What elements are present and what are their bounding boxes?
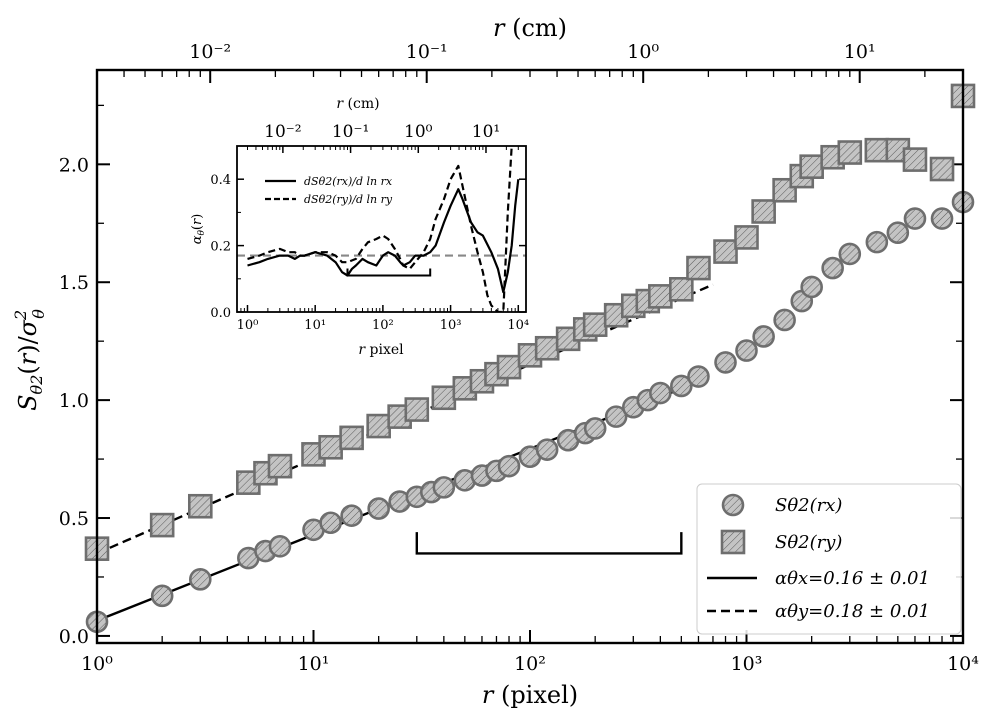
legend-label-fit-x: αθx=0.16 ± 0.01 [775,568,930,589]
inset-background [237,146,526,312]
sx-data-point [802,277,822,297]
sy-data-point [839,142,861,164]
inset-top-tick-label: 10⁰ [404,122,433,142]
legend-circle-marker [723,495,743,515]
sy-data-point [320,436,342,458]
sx-data-point [537,440,557,460]
sx-data-point [932,209,952,229]
sx-data-point [152,586,172,606]
sx-data-point [190,569,210,589]
legend-label-fit-y: αθy=0.18 ± 0.01 [775,601,930,622]
y-axis-label: Sθ2(r)/σ2θ [11,309,48,411]
sy-data-point [368,415,390,437]
inset-legend-label-x: dSθ2(rx)/d ln rx [304,175,393,188]
sy-data-point [670,278,692,300]
inset-y-tick-label: 0.2 [210,240,231,255]
y-tick-label: 1.0 [59,390,89,412]
y-tick-label: 0.0 [59,626,89,648]
inset-top-tick-label: 10⁻¹ [332,122,369,142]
main-fit-lines [97,285,713,621]
inset-y-tick-label: 0.0 [210,306,231,321]
sx-data-point [585,418,605,438]
sy-data-point [736,226,758,248]
sy-data-point [433,387,455,409]
y-tick-label: 2.0 [59,154,89,176]
x-tick-label: 10¹ [298,653,330,675]
sy-data-point [801,156,823,178]
sy-data-point [536,337,558,359]
sx-data-point [342,506,362,526]
inset-x-tick-label: 10⁰ [237,318,259,333]
sy-data-point [584,314,606,336]
sx-data-point [499,456,519,476]
top-x-tick-label: 10⁻² [189,41,231,63]
sy-data-point [406,399,428,421]
main-fit-range-bracket [417,532,682,553]
inset-x-tick-label: 10⁴ [507,318,529,333]
sx-data-point [737,341,757,361]
sy-data-point [687,257,709,279]
sy-data-point [649,285,671,307]
sy-data-point [715,241,737,263]
sx-data-point [840,244,860,264]
y-tick-label: 1.5 [59,272,89,294]
x-tick-label: 10⁰ [81,653,113,675]
sy-data-point [866,139,888,161]
inset-x-axis-label: r pixel [358,342,404,358]
sy-data-point [189,495,211,517]
legend-item-sx: Sθ2(rx) [723,495,842,516]
x-tick-label: 10² [514,653,546,675]
inset-x-tick-label: 10² [372,318,394,333]
sx-data-point [823,258,843,278]
inset-y-axis-label: αθ(r) [190,214,207,245]
sy-data-point [151,514,173,536]
sy-data-point [931,158,953,180]
legend-label-sx: Sθ2(rx) [775,495,842,516]
sx-data-point [688,367,708,387]
top-x-tick-label: 10⁰ [627,41,659,63]
x-tick-label: 10³ [731,653,763,675]
top-x-tick-label: 10⁻¹ [406,41,448,63]
inset-top-tick-label: 10¹ [472,122,500,142]
legend-label-sy: Sθ2(ry) [775,532,842,553]
sx-data-point [716,352,736,372]
main-legend: Sθ2(rx) Sθ2(ry) αθx=0.16 ± 0.01 αθy=0.18… [697,484,961,634]
inset-y-tick-label: 0.4 [210,173,231,188]
sx-data-point [321,513,341,533]
sx-data-point [775,310,795,330]
sx-data-point [888,223,908,243]
legend-item-sy: Sθ2(ry) [722,531,842,553]
x-axis-label: r (pixel) [482,681,578,709]
legend-square-marker [722,531,744,553]
sx-data-point [434,477,454,497]
x-tick-label: 10⁴ [947,653,979,675]
sx-data-point [905,209,925,229]
top-x-axis-label: r (cm) [493,14,567,42]
inset-x-tick-label: 10³ [440,318,462,333]
sx-data-point [369,499,389,519]
sx-data-point [650,383,670,403]
sy-data-point [753,200,775,222]
sy-data-point [904,149,926,171]
sx-data-point [270,536,290,556]
top-x-tick-label: 10¹ [844,41,876,63]
inset-top-x-axis-label: r (cm) [336,96,379,112]
sy-data-point [498,356,520,378]
sy-data-point [269,455,291,477]
inset-legend-label-y: dSθ2(ry)/d ln ry [304,193,393,206]
sx-data-point [867,232,887,252]
y-tick-label: 0.5 [59,508,89,530]
fit-range-bracket [417,532,682,553]
sx-data-point [754,326,774,346]
inset-chart: 10⁰ 10¹ 10² 10³ 10⁴ 10⁻² 10⁻¹ 10⁰ 10¹ 0.0 0.2 0.4 d… [190,96,529,358]
inset-x-tick-label: 10¹ [304,318,326,333]
sy-data-point [341,427,363,449]
inset-top-tick-label: 10⁻² [264,122,301,142]
